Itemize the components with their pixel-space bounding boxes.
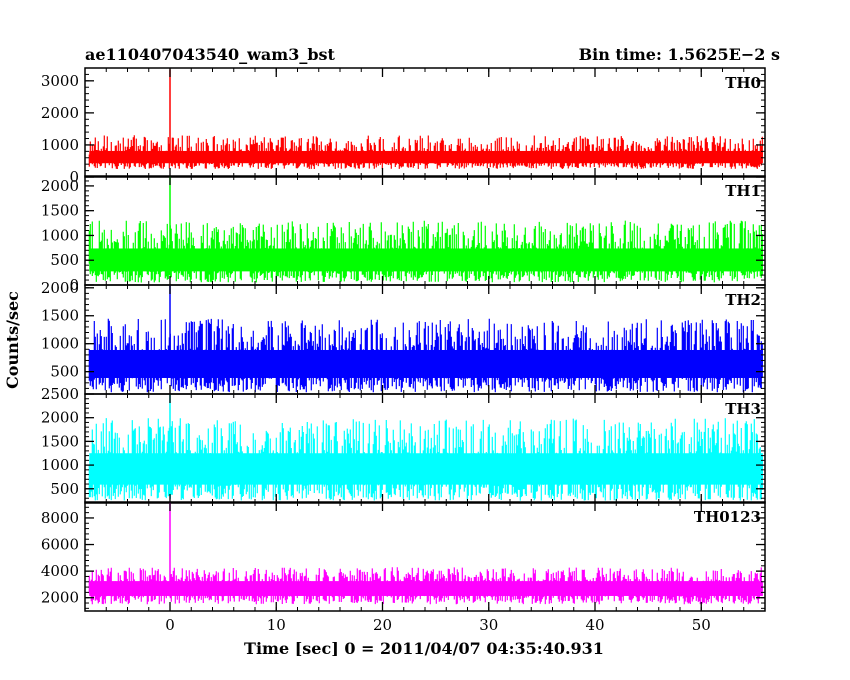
series-band-th2 bbox=[89, 349, 763, 378]
panel-name-th0: TH0 bbox=[725, 74, 761, 92]
x-tick-label: 0 bbox=[165, 616, 175, 634]
y-tick-label: 500 bbox=[50, 363, 79, 381]
series-band-th1 bbox=[89, 248, 763, 272]
x-tick-label: 40 bbox=[585, 616, 604, 634]
x-tick-label: 10 bbox=[267, 616, 286, 634]
bin-time-label: Bin time: 1.5625E−2 s bbox=[579, 45, 780, 64]
panel-name-th0123: TH0123 bbox=[694, 508, 761, 526]
series-band-th0123 bbox=[89, 581, 763, 596]
series-band-th0 bbox=[89, 150, 763, 164]
x-tick-label: 50 bbox=[692, 616, 711, 634]
panel-th0: 0 1000 2000 3000 TH0 bbox=[41, 67, 766, 186]
y-tick-label: 0 bbox=[69, 276, 79, 294]
y-tick-label: 2000 bbox=[41, 589, 79, 607]
panel-name-th2: TH2 bbox=[725, 291, 761, 309]
y-tick-label: 1500 bbox=[41, 432, 79, 450]
y-tick-label: 1500 bbox=[41, 307, 79, 325]
y-tick-label: 2500 bbox=[41, 385, 79, 403]
y-tick-label: 1000 bbox=[41, 335, 79, 353]
panel-th3: 500 1000 1500 2000 2500 TH3 bbox=[41, 385, 766, 504]
y-tick-label: 6000 bbox=[41, 536, 79, 554]
panel-name-th1: TH1 bbox=[725, 182, 761, 200]
y-tick-label: 2000 bbox=[41, 279, 79, 297]
series-band-th3 bbox=[89, 453, 763, 485]
y-tick-label: 500 bbox=[50, 480, 79, 498]
y-tick-label: 1000 bbox=[41, 226, 79, 244]
chart-title: ae110407043540_wam3_bst bbox=[85, 45, 336, 64]
y-tick-label: 2000 bbox=[41, 104, 79, 122]
y-axis-label: Counts/sec bbox=[3, 291, 22, 389]
x-tick-label: 30 bbox=[479, 616, 498, 634]
y-tick-label: 2000 bbox=[41, 409, 79, 427]
y-tick-label: 3000 bbox=[41, 72, 79, 90]
x-tick-label: 20 bbox=[373, 616, 392, 634]
y-tick-label: 1000 bbox=[41, 136, 79, 154]
panel-name-th3: TH3 bbox=[725, 400, 761, 418]
panel-th0123: 2000 4000 6000 8000 TH0123 bbox=[41, 501, 766, 612]
y-tick-label: 1500 bbox=[41, 202, 79, 220]
panel-th2: 500 1000 1500 2000 TH2 bbox=[41, 279, 766, 395]
y-tick-label: 1000 bbox=[41, 456, 79, 474]
x-axis-label: Time [sec] 0 = 2011/04/07 04:35:40.931 bbox=[244, 639, 604, 658]
y-tick-label: 8000 bbox=[41, 509, 79, 527]
y-tick-label: 4000 bbox=[41, 562, 79, 580]
y-tick-label: 0 bbox=[69, 168, 79, 186]
y-tick-label: 500 bbox=[50, 251, 79, 269]
y-tick-label: 2000 bbox=[41, 177, 79, 195]
panel-th1: 0 500 1000 1500 2000 TH1 bbox=[41, 175, 766, 294]
